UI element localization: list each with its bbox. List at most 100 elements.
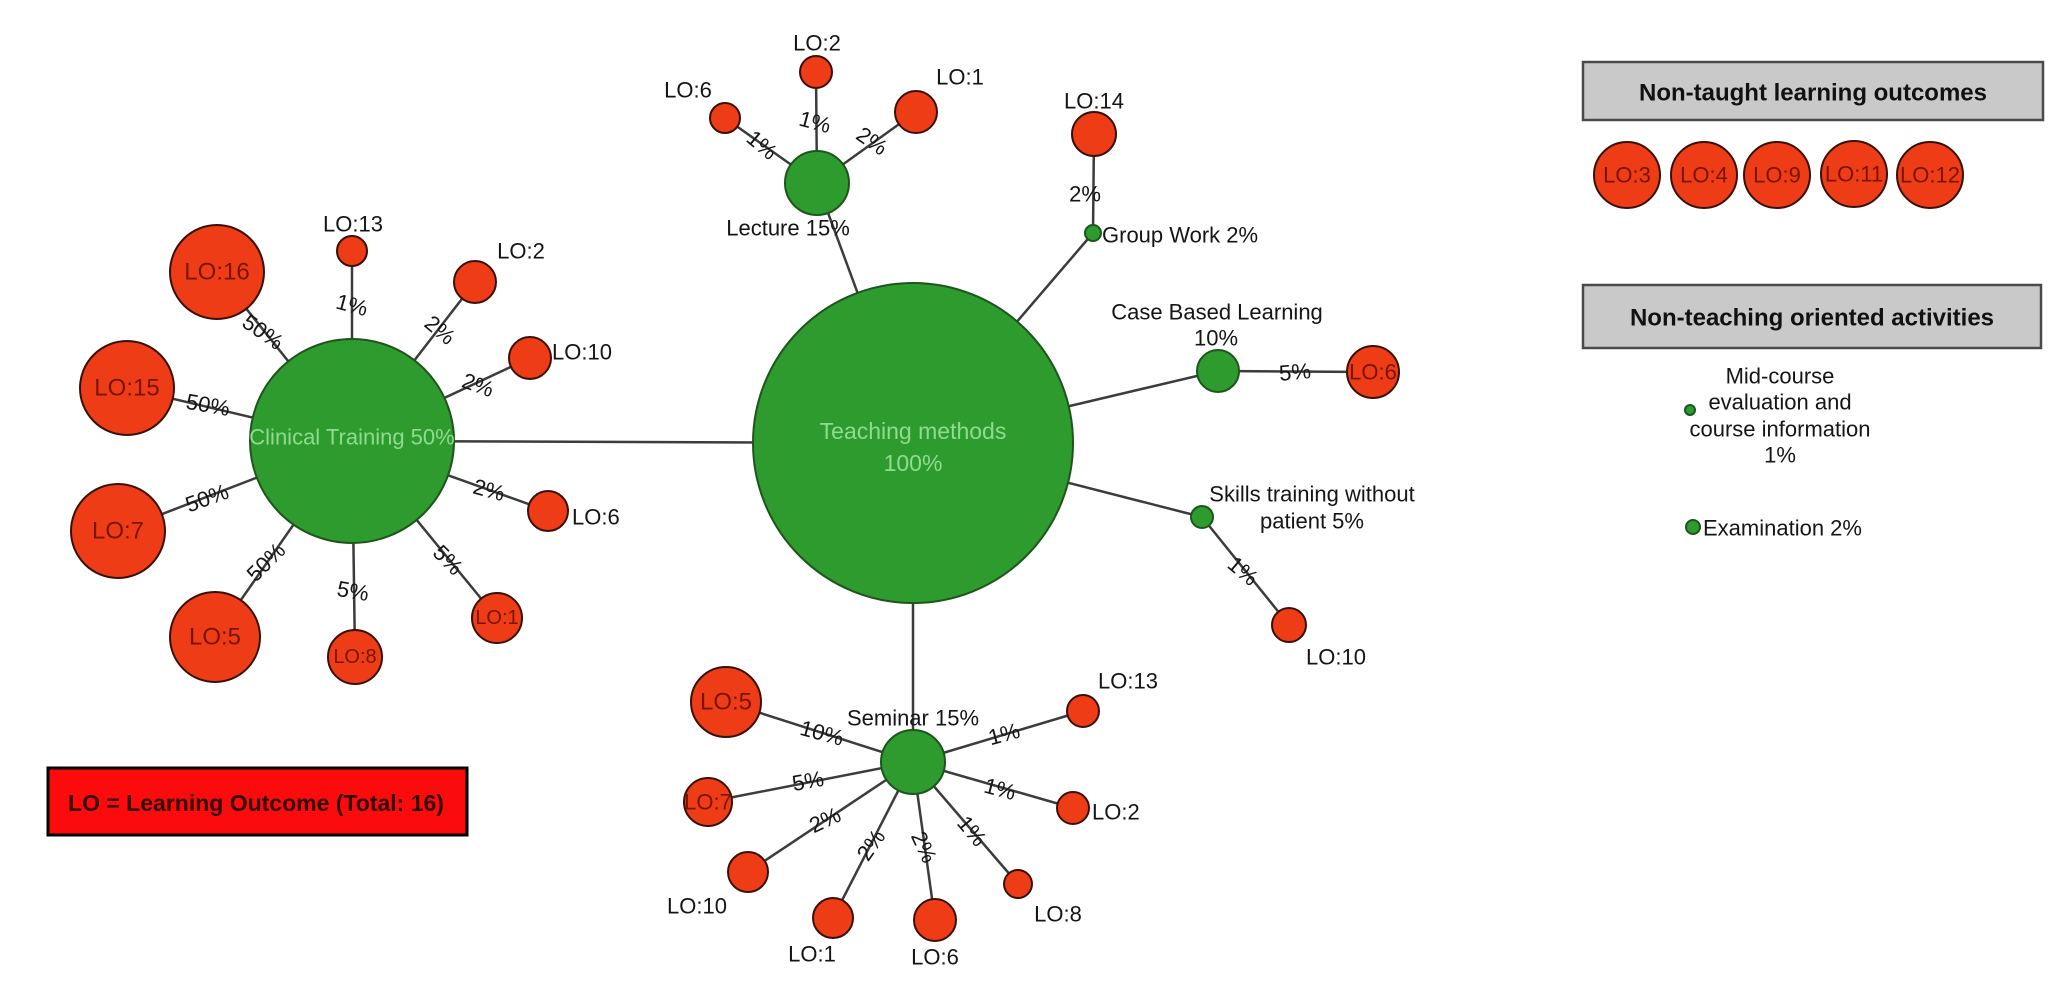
case-based-label-line2: 10%	[1194, 326, 1238, 351]
midcourse-label-line2: evaluation and	[1708, 390, 1851, 415]
node-label: LO:5	[700, 689, 752, 716]
node-label: LO:6	[911, 945, 959, 970]
legend-non-taught: Non-taught learning outcomes LO:3 LO:4 L…	[1581, 60, 2045, 209]
node-label: LO:11	[1825, 162, 1883, 187]
node-legend-lo11	[1820, 140, 1888, 208]
edge-label: 10%	[797, 715, 846, 751]
clinical-training-label: Clinical Training 50%	[249, 425, 454, 450]
clinical-satellite-nodes	[70, 224, 569, 685]
node-label: LO:15	[94, 375, 159, 402]
legend-non-taught-title: Non-taught learning outcomes	[1639, 80, 1987, 107]
node-label: LO:6	[572, 505, 620, 530]
node-clinical-lo5	[169, 591, 261, 683]
node-label: LO:6	[1349, 360, 1397, 385]
lecture-label: Lecture 15%	[726, 216, 850, 241]
teaching-methods-label-line2: 100%	[884, 450, 943, 476]
node-case-based-learning	[1196, 349, 1240, 393]
edge-label: 5%	[335, 576, 371, 606]
edge-label: 2%	[805, 802, 844, 838]
node-legend-lo4	[1670, 141, 1738, 209]
node-label: LO:1	[475, 607, 518, 629]
inner-node-labels: LO:16 LO:15 LO:7 LO:5 LO:8 LO:1 LO:5 LO:…	[92, 259, 1397, 815]
edge-label: 2%	[459, 368, 497, 402]
node-teaching-methods	[752, 282, 1074, 604]
node-label: LO:6	[664, 78, 712, 103]
node-clinical-lo13	[336, 235, 368, 267]
group-work-label: Group Work 2%	[1102, 223, 1258, 248]
node-skills-lo10	[1271, 607, 1307, 643]
node-skills-training	[1190, 505, 1214, 529]
edge-label: 1%	[333, 289, 370, 321]
legend-non-teaching-box	[1581, 283, 2043, 350]
node-clinical-lo7	[70, 483, 166, 579]
edge-label: 5%	[1278, 358, 1312, 386]
node-label: LO:8	[1034, 902, 1082, 927]
case-based-label-line1: Case Based Learning	[1111, 300, 1323, 325]
examination-label: Examination 2%	[1703, 516, 1862, 541]
node-clinical-lo2	[453, 260, 497, 304]
node-seminar-lo2	[1056, 791, 1090, 825]
node-label: LO:8	[333, 646, 376, 668]
node-label: LO:2	[497, 239, 545, 264]
node-label: LO:2	[1092, 800, 1140, 825]
node-lecture	[784, 150, 850, 216]
node-label: LO:10	[552, 340, 612, 365]
note: LO = Learning Outcome (Total: 16)	[46, 766, 469, 837]
node-seminar-lo6	[913, 898, 957, 942]
node-label: LO:3	[1603, 163, 1651, 188]
edge-label: 1%	[981, 773, 1018, 805]
edge-label: 2%	[906, 827, 942, 866]
node-label: LO:2	[793, 31, 841, 56]
seminar-label: Seminar 15%	[847, 706, 979, 731]
midcourse-label-line3: course information	[1690, 417, 1871, 442]
edge-label: 50%	[242, 538, 291, 587]
node-group-work	[1084, 224, 1102, 242]
note-label: LO = Learning Outcome (Total: 16)	[68, 790, 444, 816]
node-label: LO:7	[684, 790, 732, 815]
edge-label: 1%	[796, 106, 833, 138]
edge-label: 1%	[985, 718, 1022, 750]
node-legend-lo9	[1743, 141, 1811, 209]
node-label: LO:9	[1753, 163, 1801, 188]
seminar-satellite-nodes	[683, 666, 1100, 942]
edge-skills-lo10	[1201, 516, 1290, 626]
edge-label: 2%	[1069, 182, 1101, 207]
node-lecture-lo1	[894, 90, 938, 134]
edge-label: 50%	[184, 389, 232, 421]
skills-label-line2: patient 5%	[1260, 509, 1364, 534]
node-clinical-lo8	[327, 629, 383, 685]
midcourse-label-line1: Mid-course	[1726, 364, 1835, 389]
node-label: LO:13	[323, 212, 383, 237]
edge-label: 5%	[790, 766, 826, 796]
node-lecture-lo2	[799, 55, 833, 89]
node-midcourse-dot	[1684, 404, 1696, 416]
node-label: LO:16	[184, 259, 249, 286]
edge-label: 2%	[470, 474, 507, 506]
node-seminar-lo10	[727, 851, 769, 893]
node-seminar-lo1	[812, 897, 854, 939]
legend-non-taught-box	[1581, 60, 2045, 122]
edge-label: 50%	[238, 309, 288, 355]
node-clinical-training	[249, 338, 455, 544]
node-clinical-lo15	[79, 340, 175, 436]
node-label: LO:13	[1098, 669, 1158, 694]
node-examination-dot	[1685, 519, 1701, 535]
node-seminar	[880, 729, 946, 795]
node-clinical-lo1	[471, 592, 523, 644]
node-clinical-lo10	[508, 336, 552, 380]
node-label: LO:7	[92, 518, 144, 545]
node-seminar-lo13	[1066, 694, 1100, 728]
legend-non-teaching-title: Non-teaching oriented activities	[1630, 305, 1994, 332]
edge-seminar-lo7	[707, 760, 914, 804]
skills-label-line1: Skills training without	[1209, 482, 1414, 507]
node-label: LO:1	[936, 65, 984, 90]
node-label: LO:1	[788, 942, 836, 967]
node-casebased-lo6	[1346, 345, 1400, 399]
note-box	[46, 766, 469, 837]
node-label: LO:12	[1900, 163, 1960, 188]
node-label: LO:10	[1306, 645, 1366, 670]
node-seminar-lo5	[690, 666, 762, 738]
lecture-satellite-nodes	[709, 55, 938, 134]
